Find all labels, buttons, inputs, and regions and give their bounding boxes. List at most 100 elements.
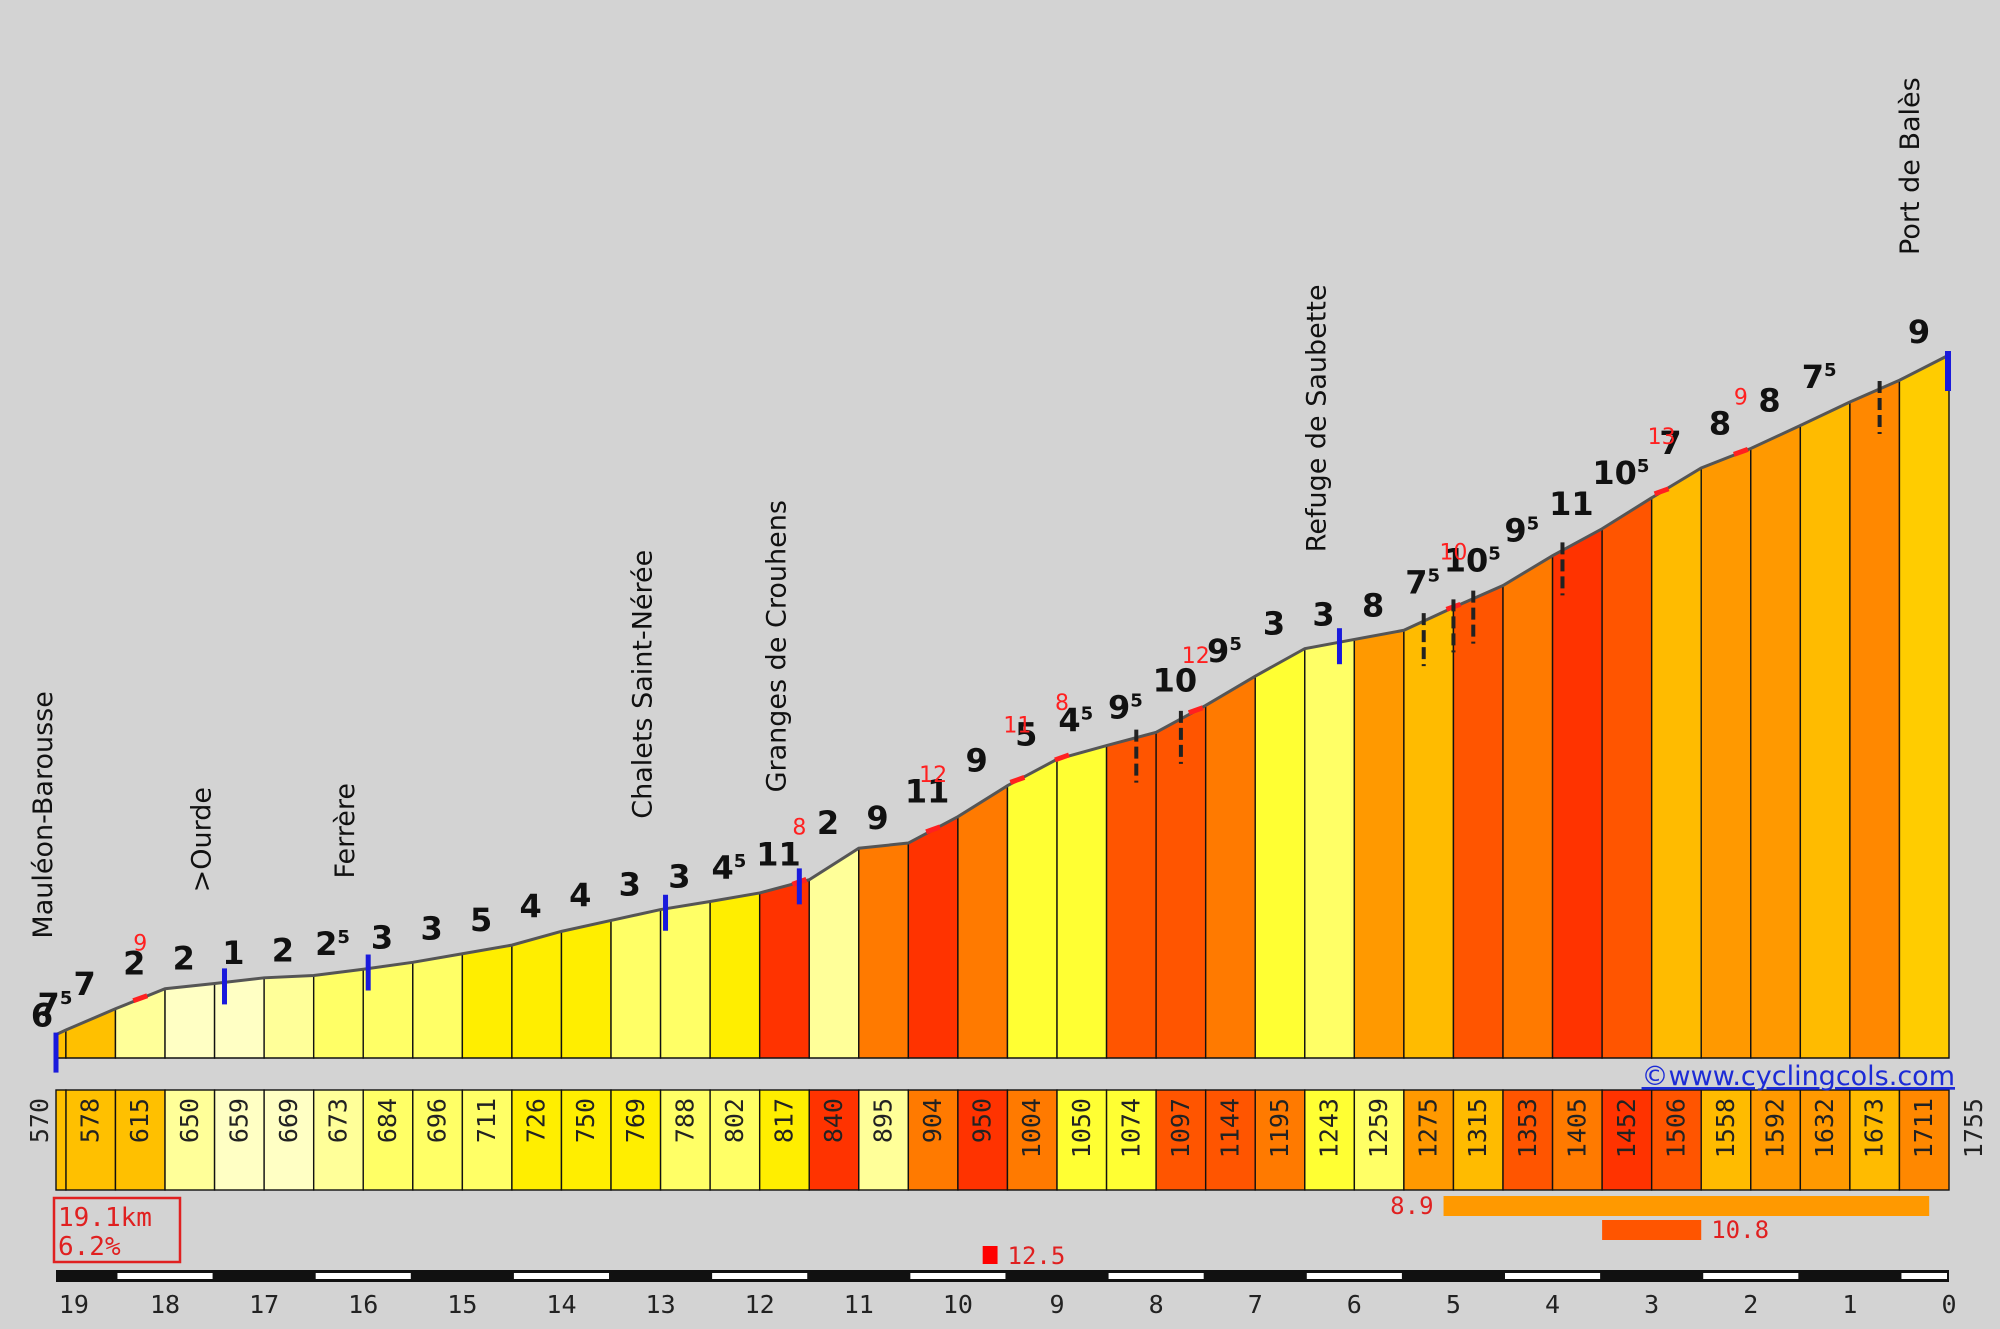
gradient-label: 10 <box>1153 661 1198 699</box>
profile-segment <box>907 815 959 1059</box>
gradient-decimal: 5 <box>1229 634 1242 655</box>
gradient-main: 8 <box>1709 404 1731 442</box>
steep-section-label: 8.9 <box>1390 1192 1433 1220</box>
distance-tick-label: 7 <box>1248 1290 1263 1319</box>
distance-tick-label: 9 <box>1049 1290 1064 1319</box>
profile-segment <box>610 908 662 1059</box>
profile-segment <box>312 968 364 1059</box>
steep-section-bar <box>982 1246 998 1264</box>
start-elevation: 570 <box>25 1098 54 1143</box>
gradient-main: 9 <box>1207 632 1229 670</box>
gradient-decimal: 5 <box>1428 565 1441 586</box>
landmark-label: Mauléon-Barousse <box>28 691 59 938</box>
profile-segment <box>858 842 910 1059</box>
elevation-value: 1405 <box>1562 1098 1591 1158</box>
gradient-label: 45 <box>712 849 747 887</box>
elevation-cell <box>213 1089 265 1191</box>
distance-tick-label: 5 <box>1446 1290 1461 1319</box>
gradient-label: 4 <box>569 876 591 914</box>
elevation-cell <box>511 1089 563 1191</box>
gradient-main: 9 <box>1504 512 1526 550</box>
elevation-value: 1259 <box>1364 1098 1393 1158</box>
steep-section-label: 10.8 <box>1711 1216 1769 1244</box>
steep-peak-label: 8 <box>1055 691 1069 716</box>
profile-segment <box>1105 731 1157 1059</box>
distance-tick-label: 10 <box>943 1290 973 1319</box>
profile-segment <box>1006 758 1058 1059</box>
distance-tick-label: 15 <box>447 1290 477 1319</box>
gradient-decimal: 5 <box>1824 360 1837 381</box>
landmark-label: Chalets Saint-Nérée <box>628 550 659 819</box>
gradient-label: 6 <box>31 997 53 1035</box>
elevation-value: 1673 <box>1860 1098 1889 1158</box>
elevation-value: 673 <box>323 1098 352 1143</box>
elevation-value: 578 <box>76 1098 105 1143</box>
steep-peak-label: 10 <box>1439 540 1467 565</box>
profile-segment <box>1650 466 1702 1059</box>
gradient-decimal: 5 <box>1527 514 1540 535</box>
gradient-main: 3 <box>619 866 641 904</box>
distance-scale-stripe <box>1703 1273 1799 1279</box>
profile-segment <box>1750 424 1802 1059</box>
elevation-value: 904 <box>918 1098 947 1143</box>
elevation-cell <box>55 1089 67 1191</box>
steep-section-bar <box>1602 1220 1702 1240</box>
steep-peak-label: 8 <box>792 815 806 840</box>
elevation-cell <box>114 1089 166 1191</box>
gradient-main: 10 <box>1592 454 1637 492</box>
elevation-value: 769 <box>621 1098 650 1143</box>
copyright-text: ©www.cyclingcols.com <box>1642 1061 1955 1092</box>
distance-tick-label: 1 <box>1842 1290 1857 1319</box>
gradient-main: 8 <box>1758 382 1780 420</box>
gradient-label: 75 <box>38 986 73 1024</box>
elevation-value: 1243 <box>1315 1098 1344 1158</box>
steep-peak-label: 13 <box>1648 425 1676 450</box>
profile-segment <box>461 944 513 1059</box>
gradient-main: 6 <box>31 997 53 1035</box>
elevation-value: 659 <box>224 1098 253 1143</box>
distance-tick-label: 0 <box>1941 1290 1956 1319</box>
elevation-value: 1711 <box>1909 1098 1938 1158</box>
profile-segment <box>1898 353 1950 1059</box>
elevation-value: 1592 <box>1761 1098 1790 1158</box>
elevation-value: 1315 <box>1463 1098 1492 1158</box>
gradient-label: 11 <box>1549 485 1594 523</box>
steep-peak-label: 11 <box>1003 713 1031 738</box>
steep-peak-mark <box>1653 486 1670 497</box>
elevation-cell <box>362 1089 414 1191</box>
profile-segment <box>1551 527 1603 1059</box>
gradient-main: 4 <box>1058 702 1080 740</box>
elevation-value: 1074 <box>1116 1098 1145 1158</box>
elevation-cell <box>1452 1089 1504 1191</box>
gradient-main: 9 <box>1908 313 1930 351</box>
summary-length: 19.1km <box>58 1203 152 1233</box>
gradient-label: 3 <box>668 858 690 896</box>
gradient-main: 4 <box>520 887 542 925</box>
profile-segment <box>1700 447 1752 1059</box>
gradient-main: 5 <box>470 901 492 939</box>
profile-segment <box>511 930 563 1059</box>
gradient-label: 3 <box>619 866 641 904</box>
gradient-decimal: 5 <box>1637 456 1650 477</box>
profile-segment <box>263 974 315 1059</box>
profile-segment <box>1254 647 1306 1059</box>
gradient-main: 9 <box>866 799 888 837</box>
elevation-cell <box>709 1089 761 1191</box>
distance-tick-label: 3 <box>1644 1290 1659 1319</box>
elevation-cell <box>461 1089 513 1191</box>
elevation-value: 1004 <box>1017 1098 1046 1158</box>
elevation-value: 817 <box>769 1098 798 1143</box>
gradient-label: 3 <box>371 918 393 956</box>
distance-scale-stripe <box>1901 1273 1947 1279</box>
landmark-label: Port de Balès <box>1895 77 1926 255</box>
profile-segment <box>1304 638 1356 1059</box>
elevation-value: 650 <box>175 1098 204 1143</box>
distance-scale-stripe <box>1505 1273 1601 1279</box>
distance-scale-stripe <box>910 1273 1006 1279</box>
profile-segment <box>1601 496 1653 1059</box>
elevation-value: 802 <box>720 1098 749 1143</box>
gradient-label: 2 <box>817 804 839 842</box>
gradient-label: 9 <box>866 799 888 837</box>
distance-scale-stripe <box>315 1273 411 1279</box>
distance-tick-label: 6 <box>1347 1290 1362 1319</box>
